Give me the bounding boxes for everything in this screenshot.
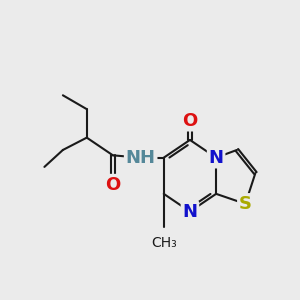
Text: CH₃: CH₃ bbox=[151, 236, 177, 250]
Text: N: N bbox=[208, 149, 224, 167]
Text: NH: NH bbox=[126, 149, 156, 167]
Text: O: O bbox=[182, 112, 198, 130]
Text: O: O bbox=[105, 176, 121, 194]
Text: N: N bbox=[182, 202, 197, 220]
Text: S: S bbox=[239, 195, 252, 213]
